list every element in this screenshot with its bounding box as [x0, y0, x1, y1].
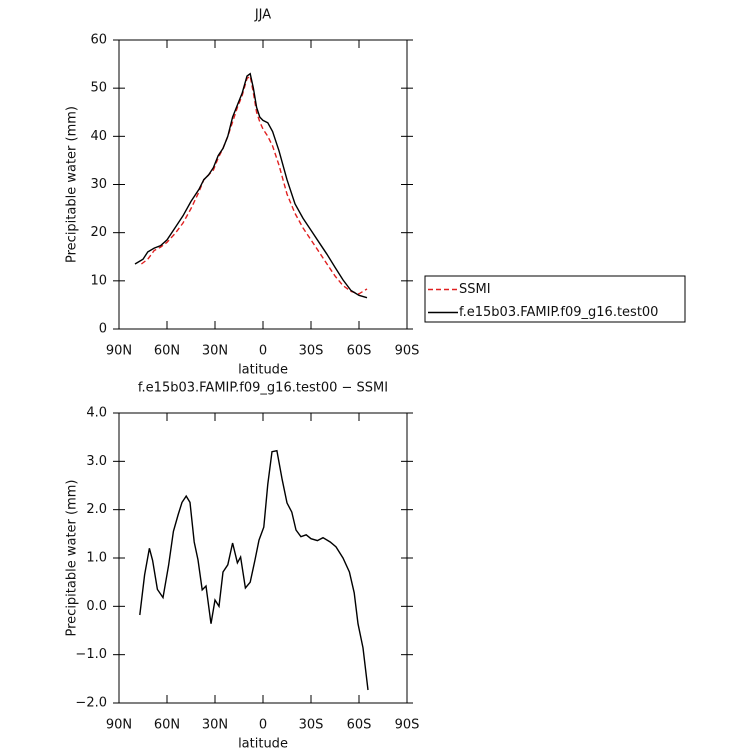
y-tick-label: −2.0 — [75, 696, 107, 711]
x-tick-label: 30N — [202, 344, 228, 359]
x-tick-label: 30S — [299, 344, 324, 359]
legend-label: SSMI — [459, 282, 491, 297]
y-tick-label: 0.0 — [86, 599, 107, 614]
x-tick-label: 60N — [154, 344, 180, 359]
y-axis-label: Precipitable water (mm) — [65, 480, 80, 637]
x-tick-label: 90S — [395, 344, 420, 359]
y-tick-label: 40 — [90, 129, 107, 144]
y-tick-label: 10 — [90, 273, 107, 288]
plot-frame — [118, 39, 408, 330]
chart-title: JJA — [254, 8, 271, 23]
x-tick-label: 60S — [347, 718, 372, 733]
chart-title: f.e15b03.FAMIP.f09_g16.test00 − SSMI — [138, 381, 388, 396]
data-line — [134, 72, 368, 299]
x-tick-label: 30N — [202, 718, 228, 733]
x-tick-label: 0 — [259, 344, 267, 359]
legend-label: f.e15b03.FAMIP.f09_g16.test00 — [459, 305, 658, 320]
x-axis-label: latitude — [238, 737, 288, 752]
x-tick-label: 90S — [395, 718, 420, 733]
y-tick-label: 3.0 — [86, 454, 107, 469]
y-tick-label: 30 — [90, 177, 107, 192]
y-tick-label: 2.0 — [86, 502, 107, 517]
y-tick-label: 20 — [90, 225, 107, 240]
y-tick-label: 4.0 — [86, 406, 107, 421]
x-axis-label: latitude — [238, 363, 288, 378]
y-tick-label: 0 — [99, 322, 107, 337]
y-tick-label: −1.0 — [75, 647, 107, 662]
y-tick-label: 1.0 — [86, 551, 107, 566]
x-tick-label: 90N — [106, 718, 132, 733]
y-tick-label: 50 — [90, 81, 107, 96]
panel: JJA latitude Precipitable water (mm) 90N 60N… — [65, 8, 686, 378]
y-axis-label: Precipitable water (mm) — [65, 106, 80, 263]
x-tick-label: 60N — [154, 718, 180, 733]
data-line — [139, 449, 369, 691]
legend-box — [424, 275, 686, 323]
panel: f.e15b03.FAMIP.f09_g16.test00 − SSMI lati… — [65, 381, 420, 752]
x-tick-label: 30S — [299, 718, 324, 733]
x-tick-label: 0 — [259, 718, 267, 733]
y-tick-label: 60 — [90, 33, 107, 48]
x-tick-label: 90N — [106, 344, 132, 359]
x-tick-label: 60S — [347, 344, 372, 359]
data-line — [140, 74, 368, 295]
